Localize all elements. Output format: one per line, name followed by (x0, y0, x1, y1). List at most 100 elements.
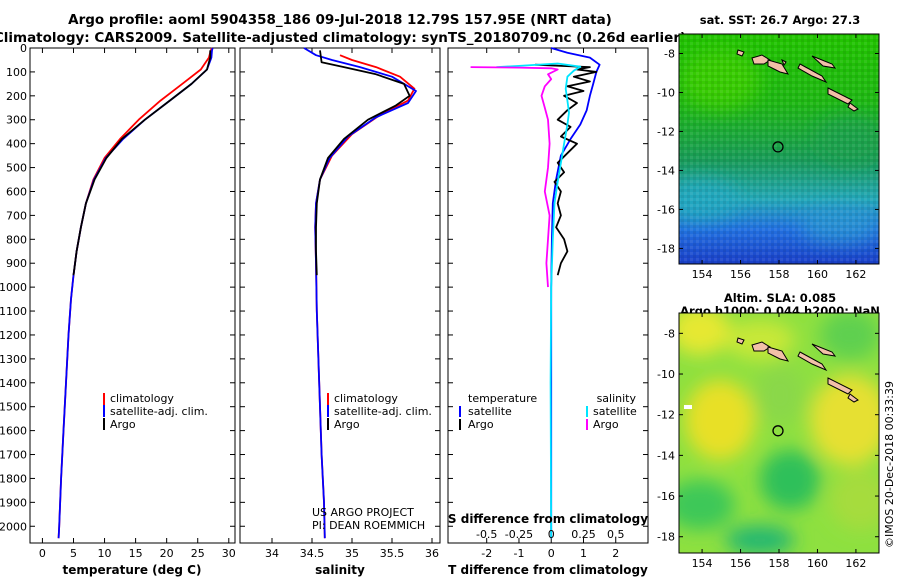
map-lon-label: 160 (807, 268, 828, 281)
sst-map-field (679, 34, 879, 264)
depth-tick-label: 1000 (0, 281, 27, 294)
depth-tick-label: 1900 (0, 496, 27, 509)
salinity-legend: climatology satellite-adj. clim. Argo US… (312, 392, 432, 532)
depth-tick-label: 1300 (0, 353, 27, 366)
depth-tick-label: 2000 (0, 520, 27, 533)
map-lon-label: 158 (769, 557, 790, 570)
figure-title-line2: Climatology: CARS2009. Satellite-adjuste… (0, 30, 686, 46)
map-lat-label: -10 (657, 86, 675, 99)
map-lat-label: -14 (657, 164, 675, 177)
series-line-argo (315, 50, 411, 276)
depth-tick-label: 1500 (0, 401, 27, 414)
map-lat-label: -8 (664, 47, 675, 60)
x-tick-label: 0 (39, 547, 46, 560)
x-tick-label: 5 (70, 547, 77, 560)
map-lat-label: -18 (657, 242, 675, 255)
salinity-plot-frame (239, 47, 441, 544)
difference-xlabel: T difference from climatology (448, 563, 648, 577)
legend-label-temp-argo: Argo (468, 418, 494, 431)
depth-tick-label: 1800 (0, 472, 27, 485)
figure-title-line1: Argo profile: aoml 5904358_186 09-Jul-20… (68, 12, 612, 28)
map-lon-label: 154 (692, 268, 713, 281)
depth-tick-label: 1200 (0, 329, 27, 342)
legend-label-argo: Argo (110, 418, 136, 431)
depth-tick-label: 800 (6, 233, 27, 246)
depth-tick-label: 1600 (0, 425, 27, 438)
x-tick-label: 35.5 (380, 547, 405, 560)
x-tick-label: 34 (265, 547, 279, 560)
temperature-plot: 0100200300400500600700800900100011001200… (0, 42, 236, 560)
salinity-xlabel: salinity (315, 563, 365, 577)
depth-tick-label: 500 (6, 162, 27, 175)
legend-title-salinity: salinity (597, 392, 637, 405)
x-tick-label: 0 (548, 547, 555, 560)
map-lon-label: 162 (845, 557, 866, 570)
x-tick-label: 20 (160, 547, 174, 560)
map-lon-label: 162 (845, 268, 866, 281)
map-lat-label: -16 (657, 490, 675, 503)
x-tick-label: -1 (513, 547, 524, 560)
depth-tick-label: 900 (6, 257, 27, 270)
x-tick-label: 15 (129, 547, 143, 560)
map-lat-label: -8 (664, 327, 675, 340)
depth-tick-label: 100 (6, 66, 27, 79)
x-tick-label: 35 (345, 547, 359, 560)
map-lon-label: 156 (730, 557, 751, 570)
map-lat-label: -16 (657, 203, 675, 216)
sla-map-field (679, 313, 879, 553)
legend-label-satellite: satellite-adj. clim. (110, 405, 208, 418)
legend-label-sal-satellite: satellite (593, 405, 637, 418)
depth-tick-label: 700 (6, 209, 27, 222)
map-lon-label: 154 (692, 557, 713, 570)
legend-title-temperature: temperature (468, 392, 537, 405)
s-diff-tick-label: 0 (548, 528, 555, 541)
map-lon-label: 158 (769, 268, 790, 281)
temperature-xlabel: temperature (deg C) (63, 563, 202, 577)
series-line-argo (72, 50, 212, 276)
x-tick-label: 36 (425, 547, 439, 560)
depth-tick-label: 1700 (0, 449, 27, 462)
sla-argo-location-marker (772, 425, 784, 437)
x-tick-label: 30 (222, 547, 236, 560)
depth-tick-label: 1100 (0, 305, 27, 318)
x-tick-label: 2 (612, 547, 619, 560)
legend-label-temp-satellite: satellite (468, 405, 512, 418)
x-tick-label: 25 (191, 547, 205, 560)
sla-map-axes: 154 156 158 160 162 -8 -10 -12 -14 -16 -18 (657, 313, 879, 570)
depth-tick-label: 400 (6, 138, 27, 151)
difference-legend: temperature salinity satellite Argo sate… (448, 392, 648, 526)
project-credit-line1: US ARGO PROJECT (312, 506, 414, 519)
sla-map-land (684, 337, 859, 409)
sst-argo-location-marker (772, 141, 784, 153)
temperature-legend: climatology satellite-adj. clim. Argo (103, 392, 208, 431)
series-line-salinity-argo (470, 66, 559, 288)
s-diff-tick-label: -0.5 (476, 528, 497, 541)
map-lon-label: 160 (807, 557, 828, 570)
s-diff-tick-label: 0.25 (571, 528, 596, 541)
legend-label-climatology: climatology (110, 392, 174, 405)
x-tick-label: 34.5 (300, 547, 325, 560)
sst-map-land (736, 49, 859, 112)
difference-top-xlabel: S difference from climatology (448, 512, 648, 526)
map-lat-label: -14 (657, 449, 675, 462)
depth-tick-label: 200 (6, 90, 27, 103)
map-lat-label: -12 (657, 409, 675, 422)
x-tick-label: 1 (580, 547, 587, 560)
x-tick-label: 10 (98, 547, 112, 560)
x-tick-label: -2 (481, 547, 492, 560)
s-diff-tick-label: -0.25 (505, 528, 533, 541)
sla-map-title-line1: Altim. SLA: 0.085 (724, 291, 836, 305)
depth-tick-label: 600 (6, 185, 27, 198)
sst-map-axes: 154 156 158 160 162 -8 -10 -12 -14 -16 -18 (657, 34, 879, 281)
series-line-salinity-satellite (496, 62, 582, 539)
s-diff-tick-label: 0.5 (607, 528, 625, 541)
map-lon-label: 156 (730, 268, 751, 281)
legend-label-sal-argo: Argo (593, 418, 619, 431)
depth-tick-label: 0 (20, 42, 27, 55)
legend-label-satellite: satellite-adj. clim. (334, 405, 432, 418)
legend-label-climatology: climatology (334, 392, 398, 405)
imos-credit: ©IMOS 20-Dec-2018 00:33:39 (883, 381, 896, 548)
difference-plot: -2 -1 0 1 2 -0.5 -0.25 0 0.25 0.5 (448, 47, 648, 560)
